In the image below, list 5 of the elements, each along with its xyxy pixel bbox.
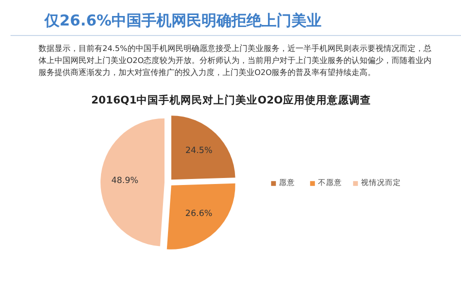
text: 2016Q1中国手机网民对上门美业O2O应用使用意愿调查 bbox=[91, 94, 371, 106]
data-label: 24.5% bbox=[185, 146, 212, 156]
data-label: 48.9% bbox=[111, 176, 138, 186]
data-label: 26.6% bbox=[185, 208, 212, 219]
chart-title: 仅26.6%中国手机网民明确拒绝上门美业 bbox=[44, 12, 322, 30]
